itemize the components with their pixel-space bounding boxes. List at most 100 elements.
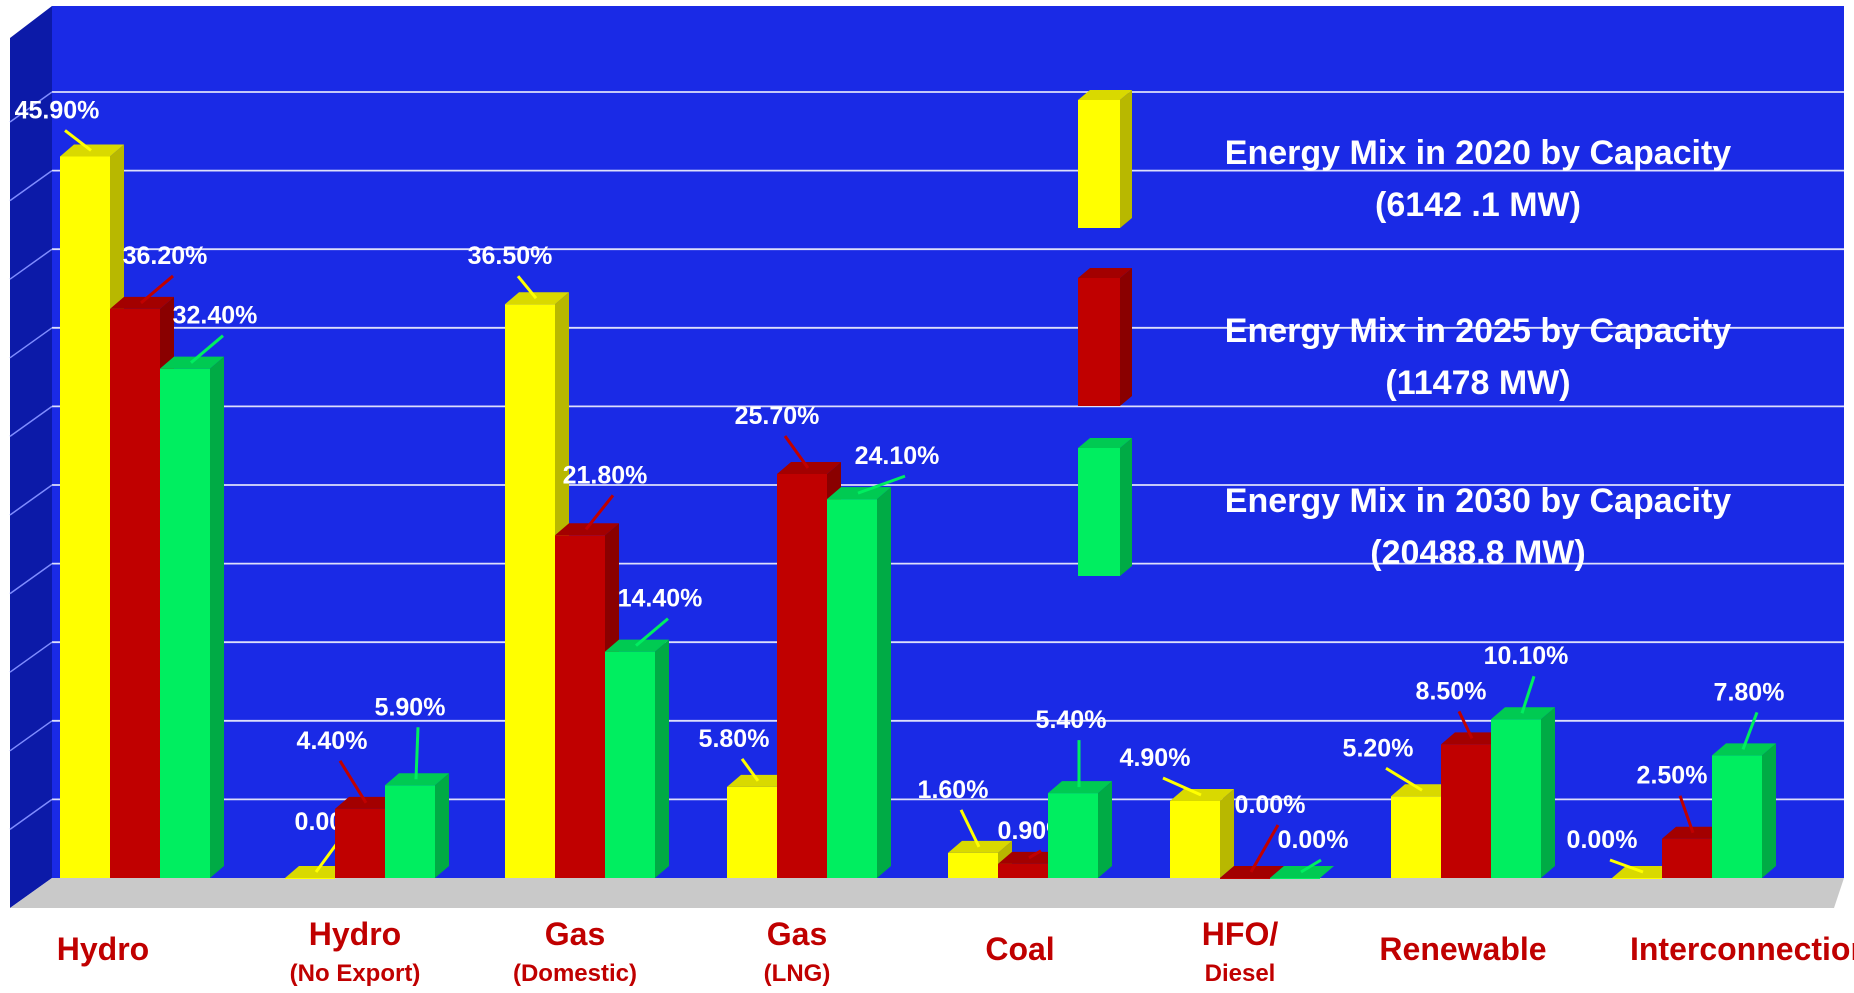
data-label: 1.60% (918, 776, 989, 804)
bar-front (1391, 796, 1441, 878)
label-leader (1609, 858, 1644, 874)
bar-2-7: 7.80% (1712, 678, 1784, 878)
label-leader (338, 760, 368, 804)
bar-front (1441, 744, 1491, 878)
bar-side (435, 773, 449, 878)
bar-top (505, 292, 569, 305)
data-label: 2.50% (1637, 762, 1708, 790)
bar-side (877, 487, 891, 878)
legend-sublabel: (11478 MW) (1385, 364, 1570, 402)
side-wall (10, 6, 52, 908)
bar-2-4: 5.40% (1036, 706, 1112, 878)
bar-0-7: 0.00% (1567, 826, 1676, 879)
bar-front (948, 852, 998, 878)
data-label: 5.40% (1036, 706, 1107, 734)
data-label: 4.40% (297, 727, 368, 755)
bar-side (1098, 781, 1112, 878)
gridline-side (9, 798, 53, 831)
bar-front (1662, 838, 1712, 878)
data-label: 0.00% (1567, 826, 1638, 854)
data-label: 5.20% (1343, 734, 1414, 762)
category-label: Coal (985, 931, 1054, 967)
legend-swatch-front (1078, 448, 1120, 576)
data-label: 24.10% (855, 442, 940, 470)
bar-front (285, 878, 335, 879)
label-leader (516, 275, 538, 300)
bar-front (1712, 755, 1762, 878)
gridline-side (9, 720, 53, 752)
category-sublabel: Diesel (1205, 960, 1276, 987)
bar-top (777, 461, 841, 474)
data-label: 14.40% (618, 585, 703, 613)
label-leader (857, 474, 906, 495)
label-leader (635, 617, 669, 647)
bar-side (210, 356, 224, 878)
legend-sublabel: (6142 .1 MW) (1375, 186, 1581, 224)
legend-swatch-top (1078, 268, 1132, 278)
gridline-side (9, 641, 53, 673)
data-label: 4.90% (1120, 744, 1191, 772)
label-leader (1385, 766, 1423, 792)
category-sublabel: (No Export) (290, 960, 421, 987)
label-leader (64, 129, 92, 152)
legend-swatch-side (1120, 268, 1132, 406)
legend-label: Energy Mix in 2030 by Capacity (1225, 482, 1732, 520)
category-label: Gas (767, 916, 827, 952)
bar-front (1170, 800, 1220, 878)
category-label: Interconnection (1630, 931, 1854, 967)
bar-front (160, 368, 210, 878)
data-label: 0.00% (1278, 826, 1349, 854)
legend-swatch-front (1078, 100, 1120, 228)
bar-2-5: 0.00% (1270, 826, 1348, 879)
data-label: 7.80% (1714, 678, 1785, 706)
data-label: 21.80% (563, 461, 648, 489)
bar-0-2: 36.50% (468, 242, 569, 879)
bar-front (1612, 878, 1662, 879)
bar-top (60, 144, 124, 157)
label-leader (1162, 776, 1202, 797)
label-leader (1300, 858, 1322, 874)
legend-swatch-side (1120, 438, 1132, 576)
bar-front (1220, 878, 1270, 879)
bar-front (605, 651, 655, 878)
bar-top (1612, 866, 1676, 878)
label-leader (959, 809, 981, 848)
data-label: 36.20% (123, 242, 208, 270)
data-label: 0.00% (1235, 791, 1306, 819)
bar-front (555, 535, 605, 878)
data-label: 36.50% (468, 242, 553, 270)
bar-2-3: 24.10% (827, 442, 939, 878)
label-leader (1457, 710, 1474, 740)
legend-item-2: Energy Mix in 2030 by Capacity (20488.8 M… (1078, 438, 1731, 576)
bar-front (998, 863, 1048, 878)
label-leader (1520, 675, 1536, 714)
gridline-side (9, 327, 53, 359)
bar-0-5: 4.90% (1120, 744, 1234, 878)
legend-item-0: Energy Mix in 2020 by Capacity (6142 .1 M… (1078, 90, 1731, 228)
bar-top (335, 796, 399, 809)
bar-1-5: 0.00% (1220, 791, 1305, 879)
gridline-side (9, 562, 53, 595)
bar-2-6: 10.10% (1484, 642, 1569, 878)
chart-floor (10, 878, 1844, 908)
legend-label: Energy Mix in 2025 by Capacity (1225, 312, 1732, 350)
legend-item-1: Energy Mix in 2025 by Capacity (11478 MW) (1078, 268, 1731, 406)
bar-front (335, 808, 385, 878)
label-leader (1741, 711, 1759, 750)
data-label: 5.80% (699, 725, 770, 753)
category-label: HFO/ (1202, 916, 1279, 952)
bar-2-0: 32.40% (160, 302, 257, 878)
bar-front (505, 304, 555, 879)
bar-2-1: 5.90% (375, 693, 449, 878)
label-leader (414, 727, 420, 780)
label-leader (190, 334, 224, 364)
bar-front (60, 156, 110, 878)
bar-1-2: 21.80% (555, 461, 647, 878)
category-label: Gas (545, 916, 605, 952)
bar-front (777, 473, 827, 878)
bar-front (727, 786, 777, 878)
label-leader (1028, 849, 1042, 860)
data-label: 10.10% (1484, 642, 1569, 670)
bar-side (655, 639, 669, 878)
